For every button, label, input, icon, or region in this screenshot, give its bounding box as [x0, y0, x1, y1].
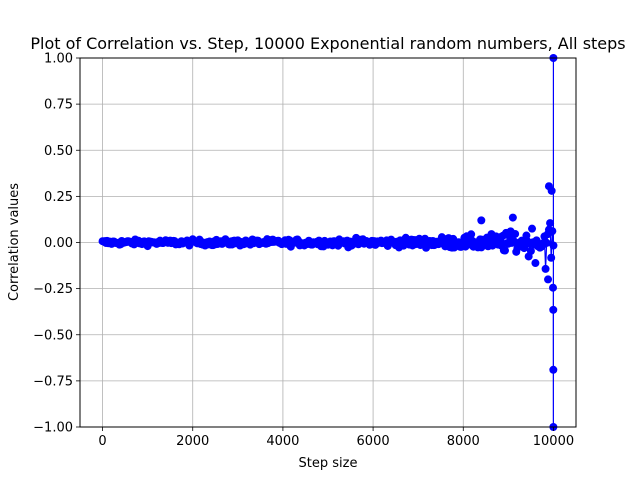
y-tick-label: 1.00: [44, 52, 73, 67]
data-point-notable: [547, 186, 556, 195]
data-point: [541, 264, 550, 273]
data-point-notable: [477, 216, 486, 225]
data-point: [528, 224, 537, 233]
data-point: [549, 241, 558, 250]
data-point: [500, 246, 509, 255]
y-tick-label: −0.50: [33, 328, 73, 343]
data-point: [511, 229, 520, 238]
y-tick-label: −0.25: [33, 282, 73, 297]
y-tick-label: 0.00: [44, 236, 73, 251]
data-point: [548, 227, 557, 236]
data-point: [526, 246, 535, 255]
y-axis-ticks: −1.00 −0.75 −0.50 −0.25 0.00 0.25 0.50 0.75 1.00: [33, 52, 80, 436]
y-tick-label: 0.50: [44, 144, 73, 159]
data-point-notable: [549, 305, 558, 314]
y-tick-label: 0.25: [44, 190, 73, 205]
x-tick-label: 4000: [266, 434, 299, 449]
data-point-notable: [549, 283, 558, 292]
y-tick-label: −0.75: [33, 374, 73, 389]
x-axis-ticks: 0 2000 4000 6000 8000 10000: [98, 427, 574, 449]
data-point: [531, 259, 540, 268]
y-axis-label: Correlation values: [7, 183, 22, 301]
data-points: [98, 54, 558, 431]
data-point: [546, 219, 555, 228]
data-point-notable: [544, 275, 553, 284]
y-tick-label: −1.00: [33, 421, 73, 436]
x-tick-label: 2000: [176, 434, 209, 449]
data-point: [547, 253, 556, 262]
x-tick-label: 0: [98, 434, 106, 449]
data-point: [467, 230, 476, 239]
x-tick-label: 6000: [357, 434, 390, 449]
y-tick-label: 0.75: [44, 98, 73, 113]
data-point: [542, 238, 551, 247]
x-tick-label: 8000: [447, 434, 480, 449]
plot-area: [98, 54, 558, 431]
data-point-notable: [549, 365, 558, 374]
x-axis-label: Step size: [299, 456, 358, 471]
data-point-notable: [508, 213, 517, 222]
x-tick-label: 10000: [533, 434, 574, 449]
chart-title: Plot of Correlation vs. Step, 10000 Expo…: [30, 34, 625, 53]
